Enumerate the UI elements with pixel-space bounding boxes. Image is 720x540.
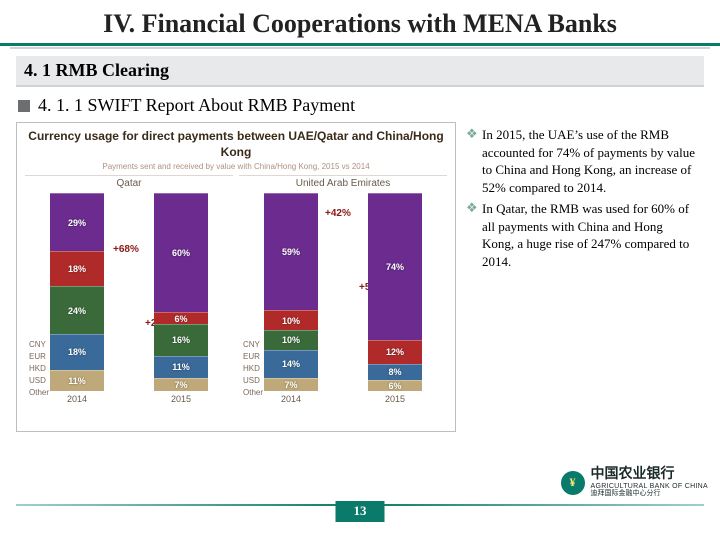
segment-value: 29% (68, 218, 86, 228)
diamond-icon: ❖ (466, 126, 476, 196)
year-label: 2014 (67, 394, 87, 404)
segment-value: 11% (68, 376, 86, 386)
year-label: 2015 (171, 394, 191, 404)
bar-segment-eur: 6% (154, 312, 208, 324)
bar-segment-usd: 8% (368, 364, 422, 380)
bar-segment-eur: 10% (264, 310, 318, 330)
section-text: 4. 1 RMB Clearing (24, 60, 169, 80)
bank-logo-text: 中国农业银行 AGRICULTURAL BANK OF CHINA 迪拜国际金融… (591, 467, 708, 498)
category-label: HKD (29, 364, 61, 373)
panel-title: Qatar (25, 175, 233, 189)
bank-name-cn: 中国农业银行 (591, 467, 708, 482)
chart-panel: Qatar+68%+247%11%18%24%18%29%7%11%16%6%6… (25, 175, 233, 415)
subsection-row: 4. 1. 1 SWIFT Report About RMB Payment (18, 95, 702, 116)
chart-panels: Qatar+68%+247%11%18%24%18%29%7%11%16%6%6… (25, 175, 447, 415)
bar-segment-cny: 60% (154, 193, 208, 312)
bar-segment-usd: 11% (154, 356, 208, 378)
stacked-bar: 6% 8% 12% 74% (368, 193, 422, 391)
year-label: 2015 (385, 394, 405, 404)
bullet-square-icon (18, 100, 30, 112)
content-area: Currency usage for direct payments betwe… (16, 122, 704, 432)
segment-value: 7% (284, 380, 297, 390)
bar-segment-cny: 74% (368, 193, 422, 340)
footer: 13 (0, 502, 720, 540)
bar-segment-hkd: 24% (50, 286, 104, 334)
segment-value: 8% (388, 367, 401, 377)
bar-segment-other: 7% (154, 378, 208, 392)
segment-value: 60% (172, 248, 190, 258)
note-text: In Qatar, the RMB was used for 60% of al… (482, 200, 698, 270)
side-notes: ❖ In 2015, the UAE’s use of the RMB acco… (464, 122, 704, 432)
panel-title: United Arab Emirates (239, 175, 447, 189)
segment-value: 7% (174, 380, 187, 390)
category-label: CNY (29, 340, 61, 349)
segment-value: 10% (282, 335, 300, 345)
bar-segment-eur: 18% (50, 251, 104, 287)
growth-label: +42% (325, 208, 351, 219)
diamond-icon: ❖ (466, 200, 476, 270)
segment-value: 18% (68, 347, 86, 357)
segment-value: 10% (282, 316, 300, 326)
bank-branch: 迪拜国际金融中心分行 (591, 490, 708, 498)
slide-title: IV. Financial Cooperations with MENA Ban… (20, 8, 700, 39)
chart-title: Currency usage for direct payments betwe… (25, 129, 447, 160)
category-labels: CNY EUR HKD USD Other (243, 340, 275, 397)
growth-label: +68% (113, 244, 139, 255)
chart-container: Currency usage for direct payments betwe… (16, 122, 456, 432)
category-label: Other (243, 388, 275, 397)
note-text: In 2015, the UAE’s use of the RMB accoun… (482, 126, 698, 196)
segment-value: 14% (282, 359, 300, 369)
category-label: EUR (29, 352, 61, 361)
bank-logo-icon: ¥ (561, 471, 585, 495)
year-label: 2014 (281, 394, 301, 404)
page-number: 13 (336, 501, 385, 522)
chart-subtitle: Payments sent and received by value with… (25, 162, 447, 171)
note-item: ❖ In Qatar, the RMB was used for 60% of … (466, 200, 698, 270)
category-labels: CNY EUR HKD USD Other (29, 340, 61, 397)
segment-value: 11% (172, 362, 190, 372)
bar-segment-cny: 59% (264, 193, 318, 310)
bar-segment-hkd: 16% (154, 324, 208, 356)
bank-logo-block: ¥ 中国农业银行 AGRICULTURAL BANK OF CHINA 迪拜国际… (561, 467, 708, 498)
subsection-text: 4. 1. 1 SWIFT Report About RMB Payment (38, 95, 355, 116)
segment-value: 16% (172, 335, 190, 345)
category-label: CNY (243, 340, 275, 349)
segment-value: 74% (386, 262, 404, 272)
category-label: HKD (243, 364, 275, 373)
segment-value: 24% (68, 306, 86, 316)
note-item: ❖ In 2015, the UAE’s use of the RMB acco… (466, 126, 698, 196)
category-label: EUR (243, 352, 275, 361)
segment-value: 12% (386, 347, 404, 357)
category-label: USD (243, 376, 275, 385)
category-label: USD (29, 376, 61, 385)
bar-segment-eur: 12% (368, 340, 422, 364)
segment-value: 6% (174, 314, 187, 324)
slide-title-band: IV. Financial Cooperations with MENA Ban… (0, 0, 720, 46)
category-label: Other (29, 388, 61, 397)
stacked-bar: 7% 11% 16% 6% 60% (154, 193, 208, 391)
bar-segment-cny: 29% (50, 193, 104, 250)
segment-value: 59% (282, 247, 300, 257)
segment-value: 6% (388, 381, 401, 391)
segment-value: 18% (68, 264, 86, 274)
bar-segment-other: 6% (368, 380, 422, 392)
chart-panel: United Arab Emirates+42%+52%7%14%10%10%5… (239, 175, 447, 415)
section-heading: 4. 1 RMB Clearing (16, 56, 704, 87)
